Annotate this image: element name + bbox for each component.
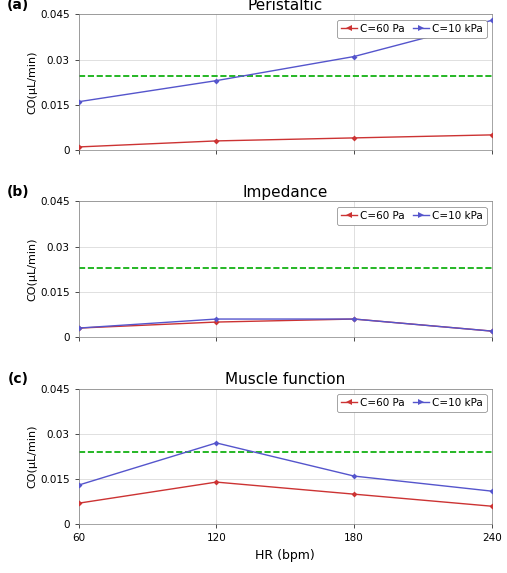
Legend: C=60 Pa, C=10 kPa: C=60 Pa, C=10 kPa	[337, 19, 487, 38]
C=10 kPa	[351, 53, 357, 60]
Line: C=10 kPa: C=10 kPa	[77, 317, 494, 333]
C=10 kPa	[489, 488, 495, 494]
Text: (c): (c)	[8, 372, 29, 386]
C=10 kPa	[213, 439, 220, 446]
Line: C=60 Pa: C=60 Pa	[77, 133, 494, 149]
C=10 kPa	[76, 99, 82, 105]
C=10 kPa	[76, 325, 82, 332]
C=10 kPa	[351, 316, 357, 323]
C=60 Pa	[213, 478, 220, 485]
C=10 kPa	[351, 473, 357, 480]
Title: Impedance: Impedance	[242, 185, 328, 201]
C=60 Pa	[489, 503, 495, 509]
Text: (b): (b)	[7, 185, 29, 199]
Y-axis label: CO(μL/min): CO(μL/min)	[27, 425, 37, 488]
C=60 Pa	[351, 316, 357, 323]
C=10 kPa	[489, 328, 495, 335]
C=60 Pa	[76, 143, 82, 150]
Line: C=60 Pa: C=60 Pa	[77, 317, 494, 333]
C=10 kPa	[489, 17, 495, 24]
C=60 Pa	[76, 325, 82, 332]
C=60 Pa	[213, 138, 220, 144]
Line: C=10 kPa: C=10 kPa	[77, 18, 494, 104]
Y-axis label: CO(μL/min): CO(μL/min)	[27, 238, 37, 301]
C=10 kPa	[213, 316, 220, 323]
C=60 Pa	[351, 490, 357, 497]
C=60 Pa	[351, 135, 357, 142]
Y-axis label: CO(μL/min): CO(μL/min)	[27, 50, 37, 114]
C=10 kPa	[213, 77, 220, 84]
C=60 Pa	[489, 328, 495, 335]
Line: C=60 Pa: C=60 Pa	[77, 480, 494, 508]
Text: (a): (a)	[7, 0, 29, 11]
C=60 Pa	[76, 500, 82, 507]
X-axis label: HR (bpm): HR (bpm)	[256, 549, 315, 562]
C=60 Pa	[213, 319, 220, 325]
Line: C=10 kPa: C=10 kPa	[77, 441, 494, 493]
Title: Peristaltic: Peristaltic	[247, 0, 323, 13]
Title: Muscle function: Muscle function	[225, 372, 345, 387]
Legend: C=60 Pa, C=10 kPa: C=60 Pa, C=10 kPa	[337, 207, 487, 225]
Legend: C=60 Pa, C=10 kPa: C=60 Pa, C=10 kPa	[337, 394, 487, 412]
C=10 kPa	[76, 482, 82, 489]
C=60 Pa	[489, 131, 495, 138]
